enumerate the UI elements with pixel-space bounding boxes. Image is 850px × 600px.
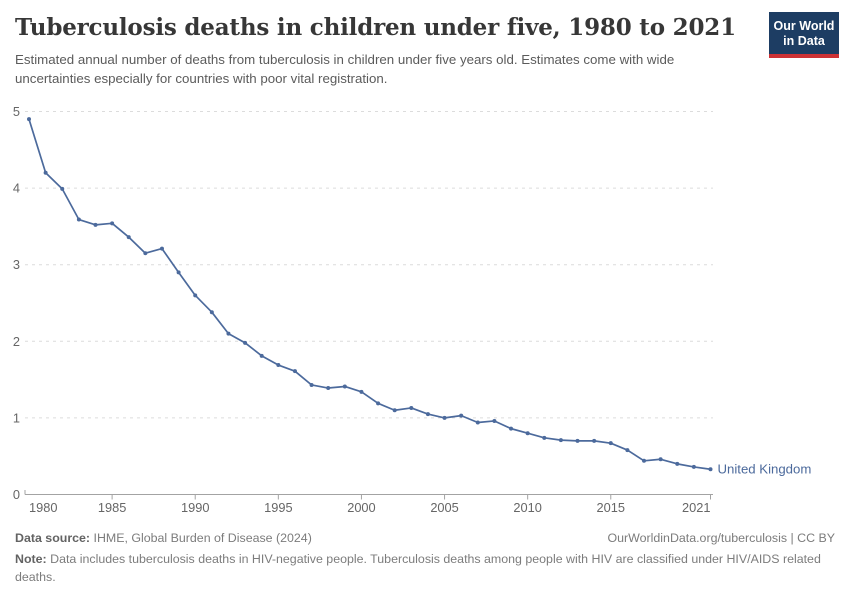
x-axis-tick-label: 2000 <box>347 500 375 515</box>
data-point[interactable] <box>193 293 198 298</box>
chart-footer: Data source: IHME, Global Burden of Dise… <box>15 530 835 586</box>
data-point[interactable] <box>110 221 115 226</box>
data-point[interactable] <box>509 426 514 431</box>
data-point[interactable] <box>525 431 530 436</box>
series-line[interactable] <box>28 118 712 471</box>
data-point[interactable] <box>492 418 497 423</box>
y-axis-tick-label: 5 <box>13 104 20 119</box>
x-axis-tick-label: 2021 <box>682 500 710 515</box>
data-point[interactable] <box>442 415 447 420</box>
data-point[interactable] <box>209 310 214 315</box>
data-point[interactable] <box>376 401 381 406</box>
data-point[interactable] <box>126 235 131 240</box>
data-point[interactable] <box>625 448 630 453</box>
data-point[interactable] <box>259 353 264 358</box>
y-axis-tick-label: 3 <box>13 257 20 272</box>
chart-subtitle: Estimated annual number of deaths from t… <box>15 52 675 87</box>
data-source-value: IHME, Global Burden of Disease (2024) <box>90 531 312 545</box>
data-point[interactable] <box>326 386 331 391</box>
y-axis-tick-label: 4 <box>13 181 20 196</box>
data-point[interactable] <box>459 413 464 418</box>
data-point[interactable] <box>425 412 430 417</box>
note-value: Data includes tuberculosis deaths in HIV… <box>15 552 821 584</box>
data-point[interactable] <box>226 331 231 336</box>
data-point[interactable] <box>143 251 148 256</box>
data-point[interactable] <box>608 441 613 446</box>
data-point[interactable] <box>27 117 31 122</box>
owid-logo-line2: in Data <box>783 33 825 48</box>
data-point[interactable] <box>475 420 480 425</box>
data-point[interactable] <box>392 408 397 413</box>
data-point[interactable] <box>642 458 647 463</box>
license-link[interactable]: OurWorldinData.org/tuberculosis | CC BY <box>607 531 835 545</box>
series-label[interactable]: United Kingdom <box>718 462 812 477</box>
data-point[interactable] <box>60 186 65 191</box>
data-point[interactable] <box>691 464 696 469</box>
x-axis-tick-label: 2010 <box>513 500 541 515</box>
data-point[interactable] <box>43 170 48 175</box>
data-source-label: Data source: <box>15 531 91 545</box>
data-point[interactable] <box>76 217 81 222</box>
data-point[interactable] <box>675 461 680 466</box>
owid-logo-line1: Our World <box>773 19 835 33</box>
x-axis-tick-label: 1980 <box>29 500 57 515</box>
data-point[interactable] <box>93 222 98 227</box>
data-point[interactable] <box>658 457 663 462</box>
x-axis-tick-label: 1985 <box>98 500 126 515</box>
x-axis-tick-label: 1995 <box>264 500 292 515</box>
x-axis-tick-label: 1990 <box>181 500 209 515</box>
data-point[interactable] <box>276 363 281 368</box>
data-source-text: Data source: IHME, Global Burden of Dise… <box>15 530 312 547</box>
x-axis-tick-label: 2005 <box>430 500 458 515</box>
data-point[interactable] <box>359 389 364 394</box>
owid-logo[interactable]: Our World in Data <box>769 12 839 58</box>
source-row: Data source: IHME, Global Burden of Dise… <box>15 530 835 547</box>
chart-header: Tuberculosis deaths in children under fi… <box>15 14 755 89</box>
data-point[interactable] <box>708 467 713 472</box>
data-point[interactable] <box>592 438 597 443</box>
x-axis-tick-label: 2015 <box>597 500 625 515</box>
data-point[interactable] <box>292 369 297 374</box>
data-point[interactable] <box>309 382 314 387</box>
y-axis-tick-label: 0 <box>13 487 20 502</box>
data-point[interactable] <box>575 438 580 443</box>
data-point[interactable] <box>558 438 563 443</box>
data-point[interactable] <box>409 405 414 410</box>
note-label: Note: <box>15 552 47 567</box>
data-point[interactable] <box>243 340 248 345</box>
page-title: Tuberculosis deaths in children under fi… <box>15 14 736 41</box>
data-point[interactable] <box>542 435 547 440</box>
note-row: Note: Data includes tuberculosis deaths … <box>15 551 835 586</box>
y-axis-tick-label: 1 <box>13 410 20 425</box>
data-point[interactable] <box>159 246 164 251</box>
data-point[interactable] <box>342 384 347 389</box>
y-axis-tick-label: 2 <box>13 334 20 349</box>
data-point[interactable] <box>176 270 181 275</box>
